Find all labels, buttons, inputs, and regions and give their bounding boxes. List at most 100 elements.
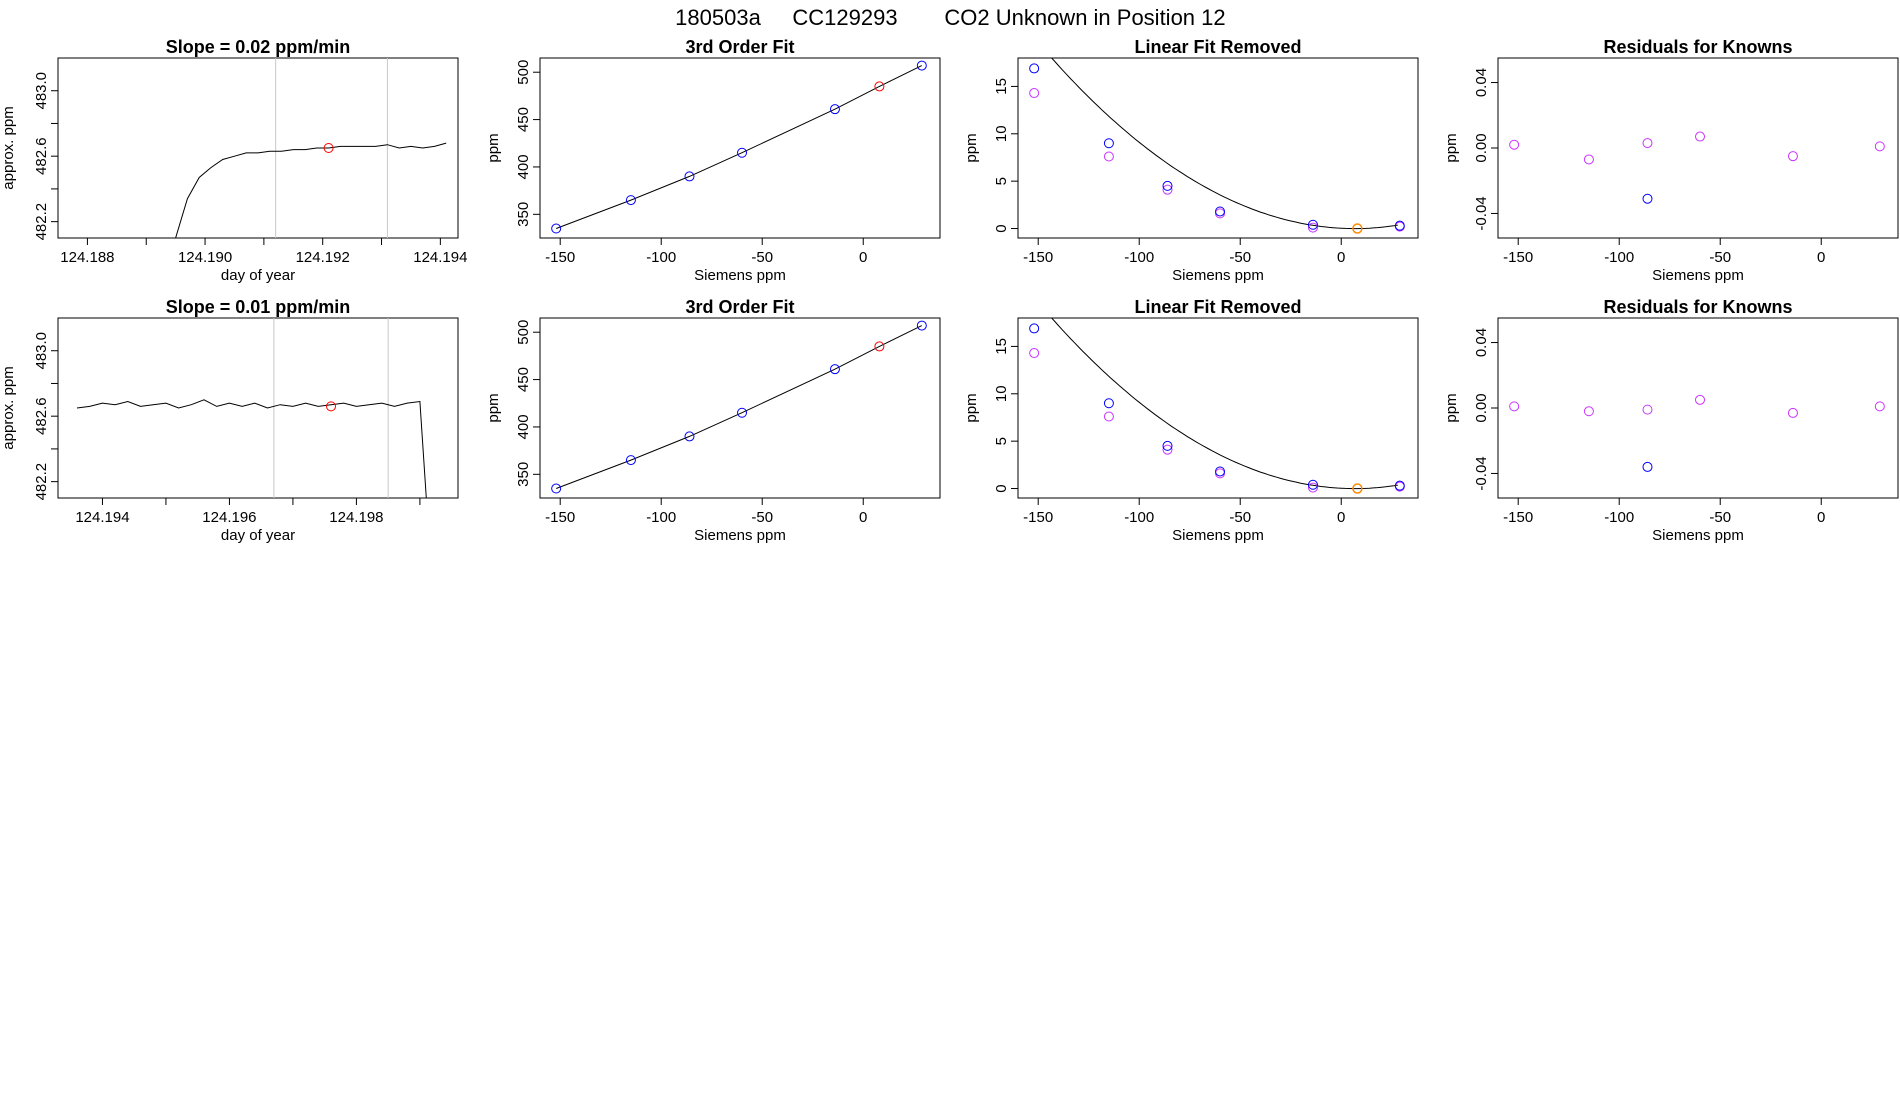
y-tick-label: -0.04: [1473, 196, 1490, 230]
panel-grid: Slope = 0.02 ppm/min 124.188 124.190 124.19…: [0, 37, 1899, 544]
known-point: [916, 320, 927, 331]
y-tick-label: 5: [993, 177, 1010, 185]
x-axis: -150 -100 -50 0 Siemens ppm: [545, 498, 867, 544]
analyzer-trace: [175, 142, 447, 238]
x-tick-label: -150: [545, 249, 575, 266]
alt-point: [1307, 222, 1318, 233]
known-point: [737, 407, 748, 418]
alt-point: [1215, 468, 1226, 479]
y-tick-label: 0: [993, 224, 1010, 232]
known-point: [684, 171, 695, 182]
residual-curve: [1050, 318, 1398, 490]
panel-5: Slope = 0.01 ppm/min 124.194 124.196 124.19…: [0, 297, 459, 544]
known-point: [1307, 219, 1318, 230]
x-tick-label: 124.198: [329, 509, 383, 526]
x-tick-label: -150: [1503, 509, 1533, 526]
x-tick-label: -50: [751, 509, 773, 526]
residual-point: [1509, 401, 1520, 412]
panel-title: 3rd Order Fit: [685, 297, 794, 317]
x-tick-label: -50: [1229, 509, 1251, 526]
alt-point: [1103, 151, 1114, 162]
y-axis: 350 400 450 500 ppm: [485, 60, 540, 227]
y-tick-label: 482.6: [33, 137, 50, 175]
x-tick-label: -100: [646, 249, 676, 266]
y-axis-label: approx. ppm: [0, 366, 17, 449]
residual-point: [1642, 404, 1653, 415]
panel-6: 3rd Order Fit -150 -100 -50 0 Siemens ppm 350 4…: [485, 297, 941, 544]
alt-point: [1162, 444, 1173, 455]
x-tick-label: 0: [1337, 249, 1345, 266]
y-tick-label: 500: [515, 320, 532, 345]
x-tick-label: 124.190: [178, 249, 232, 266]
x-axis: -150 -100 -50 0 Siemens ppm: [1503, 498, 1825, 544]
alt-point: [1029, 348, 1040, 359]
known-point: [625, 455, 636, 466]
panel-title: Slope = 0.01 ppm/min: [166, 297, 351, 317]
y-tick-label: 350: [515, 462, 532, 487]
panel-title: Slope = 0.02 ppm/min: [166, 37, 351, 57]
run-id: 180503a: [675, 5, 761, 30]
panel-2: 3rd Order Fit -150 -100 -50 0 Siemens ppm 350 4…: [485, 37, 941, 284]
known-point: [1215, 466, 1226, 477]
x-tick-label: -50: [1229, 249, 1251, 266]
x-tick-label: 124.196: [202, 509, 256, 526]
x-axis-label: day of year: [221, 267, 295, 284]
panel-title: Residuals for Knowns: [1603, 37, 1792, 57]
known-point: [1394, 220, 1405, 231]
x-tick-label: 124.194: [413, 249, 467, 266]
y-axis-label: ppm: [963, 133, 980, 162]
alt-point: [1162, 184, 1173, 195]
known-point: [737, 147, 748, 158]
y-tick-label: 482.2: [33, 203, 50, 241]
known-point: [916, 60, 927, 71]
y-axis: 482.2 482.6 483.0 approx. ppm: [0, 72, 58, 240]
y-axis-label: ppm: [485, 393, 502, 422]
panel-8: Residuals for Knowns -150 -100 -50 0 Siemens …: [1443, 297, 1899, 544]
plot-area: [1029, 318, 1405, 494]
panel-title: Linear Fit Removed: [1134, 297, 1301, 317]
x-axis: -150 -100 -50 0 Siemens ppm: [1503, 238, 1825, 284]
y-tick-label: 0: [993, 484, 1010, 492]
y-axis: 350 400 450 500 ppm: [485, 320, 540, 487]
y-tick-label: 482.2: [33, 463, 50, 501]
y-axis: 482.2 482.6 483.0 approx. ppm: [0, 332, 58, 500]
known-point: [1162, 180, 1173, 191]
plot-frame: [1497, 317, 1899, 499]
x-tick-label: -100: [1124, 249, 1154, 266]
y-tick-label: 483.0: [33, 72, 50, 110]
y-tick-label: 500: [515, 60, 532, 85]
y-tick-label: 0.00: [1473, 393, 1490, 422]
known-point: [1103, 398, 1114, 409]
average-marker: [323, 143, 334, 153]
x-axis: -150 -100 -50 0 Siemens ppm: [1023, 238, 1345, 284]
alt-point: [1307, 482, 1318, 493]
y-axis: -0.04 0.00 0.04 ppm: [1443, 328, 1498, 491]
x-tick-label: 124.194: [75, 509, 129, 526]
plot-area: [1509, 394, 1885, 472]
x-tick-label: -50: [1709, 509, 1731, 526]
residual-point: [1695, 394, 1706, 405]
residual-curve: [1050, 58, 1398, 230]
y-tick-label: -0.04: [1473, 456, 1490, 490]
y-axis-label: ppm: [1443, 133, 1460, 162]
panel-title: Residuals for Knowns: [1603, 297, 1792, 317]
y-tick-label: 0.00: [1473, 133, 1490, 162]
known-point: [829, 364, 840, 375]
known-point: [1642, 193, 1653, 204]
y-axis: 0 5 10 15 ppm: [963, 338, 1018, 493]
unknown-point: [874, 341, 885, 352]
y-tick-label: 400: [515, 414, 532, 439]
y-axis: -0.04 0.00 0.04 ppm: [1443, 68, 1498, 231]
alt-point: [1029, 88, 1040, 99]
x-tick-label: -100: [1604, 249, 1634, 266]
known-point: [1103, 138, 1114, 149]
x-tick-label: 124.192: [296, 249, 350, 266]
panel-1: Slope = 0.02 ppm/min 124.188 124.190 124.19…: [0, 37, 467, 284]
y-tick-label: 15: [993, 338, 1010, 355]
known-point: [551, 483, 562, 494]
x-axis-label: Siemens ppm: [1172, 527, 1264, 544]
cylinder-id: CC129293: [792, 5, 897, 30]
residual-point: [1642, 138, 1653, 149]
x-axis-label: day of year: [221, 527, 295, 544]
plot-frame: [57, 57, 459, 239]
